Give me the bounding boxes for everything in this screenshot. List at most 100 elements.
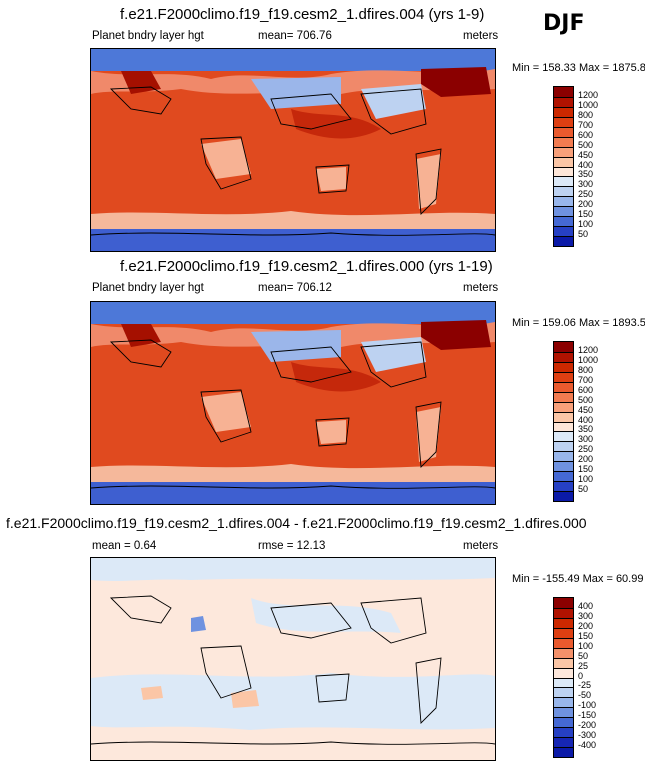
colorbar-swatch bbox=[554, 371, 573, 382]
colorbar-tick-label: 50 bbox=[578, 229, 589, 240]
colorbar-swatch bbox=[554, 637, 573, 648]
colorbar-tick-label: -25 bbox=[578, 680, 592, 691]
colorbar-swatch bbox=[554, 166, 573, 177]
colorbar-swatch bbox=[554, 471, 573, 482]
colorbar-swatch bbox=[554, 136, 573, 147]
colorbar-tick-label: -300 bbox=[578, 730, 597, 741]
colorbar-swatch bbox=[554, 226, 573, 237]
colorbar-swatch bbox=[554, 598, 573, 608]
north-pacific-max bbox=[421, 320, 491, 350]
colorbar-swatch bbox=[554, 411, 573, 422]
colorbar-tick-label: 150 bbox=[578, 630, 594, 641]
colorbar-tick-label: 25 bbox=[578, 660, 589, 671]
colorbar-swatch bbox=[554, 116, 573, 127]
colorbar-swatch bbox=[554, 156, 573, 167]
arctic-neg bbox=[91, 558, 495, 581]
colorbar-tick-label: 400 bbox=[578, 159, 594, 170]
colorbar-swatch bbox=[554, 727, 573, 738]
colorbar-tick-label: 300 bbox=[578, 179, 594, 190]
colorbar-swatch bbox=[554, 361, 573, 372]
colorbar-tick-label: 800 bbox=[578, 364, 594, 375]
colorbar-swatch bbox=[554, 431, 573, 442]
colorbar-swatch bbox=[554, 146, 573, 157]
colorbar-swatch bbox=[554, 627, 573, 638]
local-min bbox=[191, 616, 206, 632]
panel-2-map bbox=[90, 301, 496, 505]
colorbar-tick-label: 1000 bbox=[578, 354, 599, 365]
colorbar-tick-label: 500 bbox=[578, 394, 594, 405]
colorbar-swatch bbox=[554, 747, 573, 757]
southern-band bbox=[91, 211, 495, 229]
colorbar-swatch bbox=[554, 647, 573, 658]
colorbar-tick-label: -400 bbox=[578, 740, 597, 751]
colorbar-tick-label: 300 bbox=[578, 434, 594, 445]
season-label: DJF bbox=[543, 11, 585, 36]
colorbar-tick-label: 700 bbox=[578, 119, 594, 130]
colorbar-tick-label: 300 bbox=[578, 610, 594, 621]
colorbar-tick-label: 200 bbox=[578, 620, 594, 631]
colorbar-swatch bbox=[554, 461, 573, 472]
colorbar-swatch bbox=[554, 607, 573, 618]
panel-3-units-label: meters bbox=[463, 540, 499, 552]
panel-2-map-svg bbox=[91, 302, 495, 504]
panel-3-title: f.e21.F2000climo.f19_f19.cesm2_1.dfires.… bbox=[6, 515, 587, 531]
panel-1-map bbox=[90, 48, 496, 252]
siberia-low bbox=[251, 77, 341, 109]
colorbar-swatch bbox=[554, 186, 573, 197]
panel-2-units-label: meters bbox=[463, 282, 499, 294]
pacific-high bbox=[291, 109, 381, 139]
colorbar-swatch bbox=[554, 236, 573, 246]
panel-1-colorbar bbox=[553, 86, 574, 247]
panel-2-colorbar bbox=[553, 341, 574, 502]
colorbar-tick-label: 0 bbox=[578, 670, 584, 681]
colorbar-swatch bbox=[554, 657, 573, 668]
colorbar-swatch bbox=[554, 441, 573, 452]
colorbar-tick-label: 450 bbox=[578, 404, 594, 415]
colorbar-swatch bbox=[554, 401, 573, 412]
colorbar-tick-label: 350 bbox=[578, 424, 594, 435]
australia-field bbox=[316, 167, 346, 191]
colorbar-swatch bbox=[554, 687, 573, 698]
panel-2-mean-label: mean= 706.12 bbox=[258, 282, 332, 294]
antarctic-field bbox=[91, 229, 495, 251]
colorbar-tick-label: 250 bbox=[578, 444, 594, 455]
colorbar-swatch bbox=[554, 421, 573, 432]
colorbar-swatch bbox=[554, 87, 573, 97]
colorbar-tick-label: 600 bbox=[578, 384, 594, 395]
panel-2-minmax: Min = 159.06 Max = 1893.50 bbox=[512, 317, 645, 329]
colorbar-tick-label: 1000 bbox=[578, 99, 599, 110]
colorbar-tick-label: -200 bbox=[578, 720, 597, 731]
colorbar-tick-label: 100 bbox=[578, 474, 594, 485]
panel-1-title: f.e21.F2000climo.f19_f19.cesm2_1.dfires.… bbox=[120, 6, 485, 23]
colorbar-swatch bbox=[554, 206, 573, 217]
coastlines bbox=[91, 595, 495, 745]
colorbar-tick-label: -100 bbox=[578, 700, 597, 711]
south-america-field bbox=[416, 407, 441, 462]
colorbar-tick-label: 200 bbox=[578, 199, 594, 210]
colorbar-swatch bbox=[554, 176, 573, 187]
colorbar-swatch bbox=[554, 106, 573, 117]
colorbar-swatch bbox=[554, 697, 573, 708]
colorbar-tick-label: 400 bbox=[578, 600, 594, 611]
coastlines bbox=[91, 339, 495, 489]
colorbar-tick-label: 250 bbox=[578, 189, 594, 200]
colorbar-swatch bbox=[554, 351, 573, 362]
colorbar-swatch bbox=[554, 737, 573, 748]
southern-pos-patches bbox=[141, 686, 259, 708]
colorbar-tick-label: -150 bbox=[578, 710, 597, 721]
arctic-field bbox=[91, 302, 495, 324]
colorbar-tick-label: 100 bbox=[578, 640, 594, 651]
arctic-field bbox=[91, 49, 495, 71]
colorbar-swatch bbox=[554, 481, 573, 492]
panel-3-map bbox=[90, 557, 496, 761]
colorbar-swatch bbox=[554, 677, 573, 688]
colorbar-swatch bbox=[554, 617, 573, 628]
pacific-high bbox=[291, 362, 381, 392]
panel-1-minmax: Min = 158.33 Max = 1875.89 bbox=[512, 62, 645, 74]
colorbar-swatch bbox=[554, 342, 573, 352]
panel-1-mean-label: mean= 706.76 bbox=[258, 30, 332, 42]
colorbar-tick-label: 150 bbox=[578, 464, 594, 475]
colorbar-tick-label: 500 bbox=[578, 139, 594, 150]
colorbar-tick-label: 350 bbox=[578, 169, 594, 180]
panel-3-map-svg bbox=[91, 558, 495, 760]
